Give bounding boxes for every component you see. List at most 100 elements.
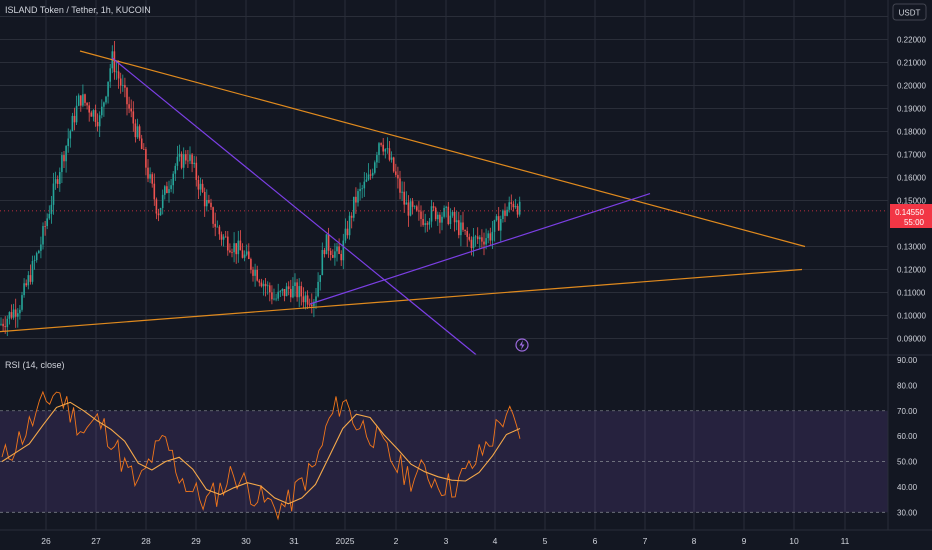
price-tick-label: 0.20000: [897, 82, 926, 91]
candle-body: [155, 199, 158, 214]
candle-body: [86, 102, 88, 106]
price-tick-label: 0.09000: [897, 335, 926, 344]
candle-body: [33, 260, 36, 261]
candle-body: [161, 194, 164, 209]
candle-body: [147, 167, 149, 179]
candle-body: [67, 138, 69, 147]
candle-body: [434, 207, 437, 220]
candle-body: [350, 215, 353, 218]
candle-body: [115, 71, 118, 73]
candle-body: [405, 202, 408, 205]
candle-body: [489, 233, 492, 241]
candle-body: [233, 243, 235, 253]
candle-body: [107, 81, 109, 97]
price-tick-label: 0.15000: [897, 197, 926, 206]
trendlines[interactable]: [0, 50, 888, 356]
price-tick-label: 0.19000: [897, 105, 926, 114]
candle-body: [109, 68, 111, 82]
candle-body: [294, 282, 296, 286]
candle-body: [136, 126, 139, 138]
candle-body: [506, 209, 508, 216]
candle-body: [12, 309, 15, 318]
candle-body: [65, 146, 67, 162]
candle-body: [166, 186, 168, 194]
time-tick-label: 10: [789, 536, 799, 546]
candlestick-series[interactable]: [0, 40, 521, 337]
candle-body: [208, 199, 210, 203]
time-tick-label: 27: [91, 536, 101, 546]
candle-body: [317, 281, 319, 297]
candle-body: [4, 326, 6, 328]
candle-body: [21, 295, 23, 310]
candle-body: [432, 206, 435, 208]
candle-body: [17, 313, 19, 317]
candle-body: [172, 173, 174, 186]
candle-body: [174, 165, 177, 174]
candle-body: [237, 240, 240, 255]
candle-body: [185, 154, 187, 161]
candle-body: [359, 188, 361, 192]
candle-body: [69, 131, 72, 139]
symbol-title[interactable]: ISLAND Token / Tether, 1h, KUCOIN: [5, 5, 151, 15]
candle-body: [302, 296, 305, 303]
currency-button[interactable]: USDT: [892, 3, 927, 21]
candle-body: [252, 269, 254, 276]
trendline[interactable]: [111, 57, 477, 356]
candle-body: [445, 206, 447, 208]
candle-body: [187, 160, 189, 162]
candle-body: [449, 215, 452, 225]
candle-body: [256, 269, 258, 281]
candle-body: [273, 298, 275, 300]
candle-body: [308, 304, 311, 306]
candle-body: [77, 95, 80, 106]
candle-body: [180, 153, 183, 168]
rsi-tick-label: 50.00: [897, 458, 918, 467]
candle-body: [218, 226, 221, 235]
rsi-tick-label: 30.00: [897, 508, 918, 517]
candle-body: [418, 210, 420, 212]
time-tick-label: 2025: [336, 536, 355, 546]
candle-body: [92, 110, 95, 117]
candle-body: [170, 185, 172, 190]
candle-body: [88, 105, 90, 113]
candle-body: [401, 191, 403, 193]
candle-body: [292, 285, 294, 298]
candle-body: [344, 228, 347, 241]
lightning-icon[interactable]: [515, 338, 529, 352]
time-axis[interactable]: 26 27 28 29 30 31 2025 2 3 4 5 6 7 8 9 10 11: [41, 536, 849, 546]
trendline[interactable]: [309, 193, 651, 305]
candle-body: [458, 220, 460, 236]
candle-body: [399, 178, 401, 193]
candle-body: [462, 222, 464, 230]
time-tick-label: 29: [191, 536, 201, 546]
candle-body: [439, 214, 441, 223]
time-tick-label: 3: [444, 536, 449, 546]
candle-body: [151, 174, 153, 184]
candle-body: [271, 292, 273, 300]
candle-body: [262, 283, 265, 287]
candle-body: [340, 253, 342, 261]
price-axis[interactable]: 0.230000.220000.210000.200000.190000.180…: [897, 13, 926, 344]
candle-body: [403, 191, 405, 205]
candle-body: [14, 309, 17, 317]
candle-body: [0, 323, 2, 325]
candle-body: [176, 156, 179, 166]
candle-body: [441, 216, 443, 223]
trendline[interactable]: [0, 268, 803, 333]
candle-body: [453, 212, 456, 223]
candle-body: [355, 196, 357, 203]
candle-body: [460, 222, 462, 236]
candle-body: [321, 250, 324, 276]
candle-body: [390, 157, 393, 160]
candle-body: [474, 236, 477, 238]
candle-body: [168, 189, 170, 194]
trendline[interactable]: [79, 50, 806, 248]
candle-body: [407, 202, 410, 216]
candle-body: [117, 71, 120, 79]
rsi-axis[interactable]: 90.00 80.00 70.00 60.00 50.00 40.00 30.00: [897, 356, 918, 517]
candle-body: [269, 285, 271, 293]
candle-body: [201, 183, 204, 192]
candle-body: [46, 218, 48, 227]
candle-body: [367, 174, 370, 180]
